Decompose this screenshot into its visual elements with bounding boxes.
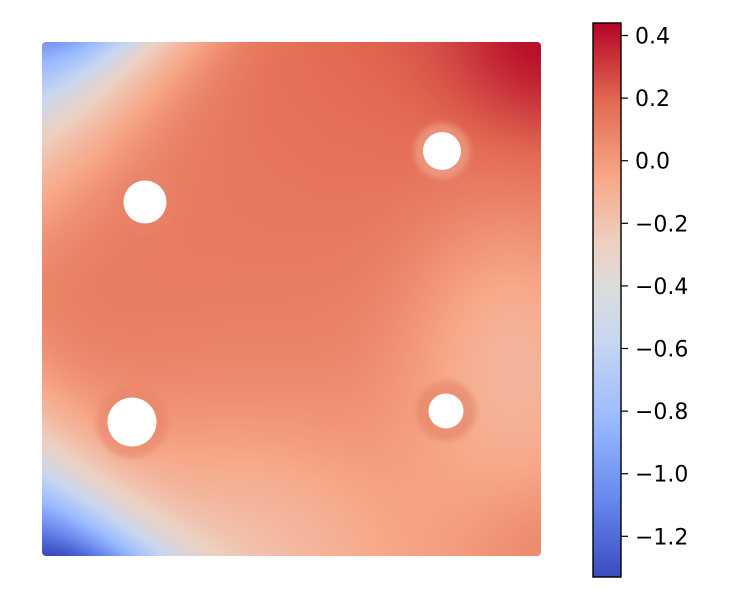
colorbar-frame xyxy=(592,22,622,578)
colorbar-tick-label: 0.0 xyxy=(635,150,670,175)
colorbar-tick-label: 0.4 xyxy=(635,25,670,50)
colorbar-tick-label: −0.2 xyxy=(635,212,688,237)
hole-lower-right xyxy=(428,393,464,429)
hole-upper-left xyxy=(123,180,167,224)
colorbar-ticks: 0.4 0.2 0.0 −0.2 −0.4 −0.6 −0.8 −1.0 −1.2 xyxy=(621,25,688,550)
colorbar: 0.4 0.2 0.0 −0.2 −0.4 −0.6 −0.8 −1.0 −1.2 xyxy=(592,22,688,578)
colorbar-tick-label: −1.2 xyxy=(635,525,688,550)
hole-upper-right xyxy=(423,132,461,170)
field-heatmap xyxy=(42,42,541,556)
colorbar-tick-label: −0.4 xyxy=(635,275,688,300)
colorbar-tick-label: −0.6 xyxy=(635,338,688,363)
colorbar-tick-label: −0.8 xyxy=(635,400,688,425)
colorbar-tick-label: −1.0 xyxy=(635,463,688,488)
colorbar-gradient xyxy=(593,23,621,577)
field-plot xyxy=(42,42,541,556)
hole-lower-left xyxy=(107,397,157,447)
colorbar-tick-label: 0.2 xyxy=(635,87,670,112)
